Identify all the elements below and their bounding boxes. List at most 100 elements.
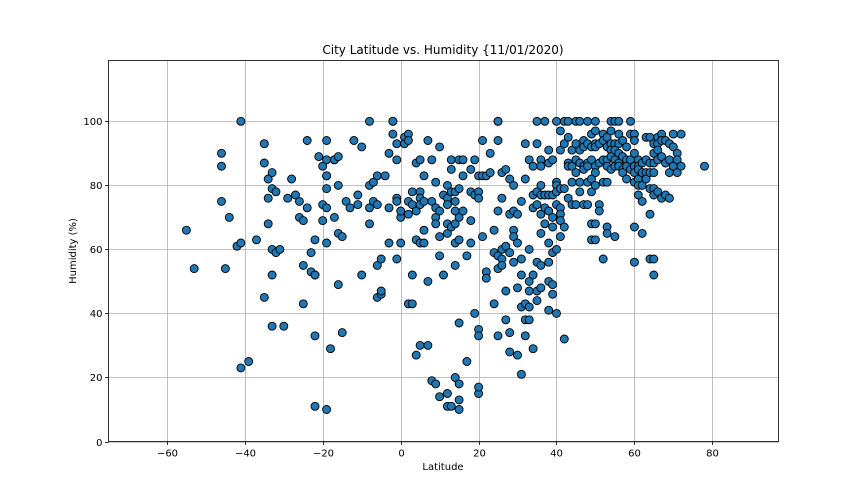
data-point bbox=[668, 142, 678, 152]
data-point bbox=[376, 254, 386, 264]
data-point bbox=[423, 276, 433, 286]
data-point bbox=[513, 238, 522, 248]
x-tick-label: 0 bbox=[398, 449, 404, 460]
data-point bbox=[532, 200, 542, 210]
data-point bbox=[217, 161, 226, 171]
data-point bbox=[559, 222, 569, 232]
data-point bbox=[552, 308, 561, 318]
data-point bbox=[442, 180, 452, 190]
x-tick-label: −20 bbox=[313, 449, 334, 460]
data-point bbox=[575, 116, 585, 126]
data-point bbox=[629, 136, 639, 145]
data-point bbox=[365, 116, 374, 126]
data-point bbox=[528, 270, 538, 280]
data-point bbox=[454, 395, 464, 405]
data-point bbox=[641, 174, 651, 184]
data-point bbox=[501, 241, 511, 251]
data-point bbox=[259, 158, 269, 168]
data-point bbox=[583, 200, 593, 210]
data-point bbox=[302, 136, 312, 145]
data-point bbox=[419, 238, 429, 248]
data-point bbox=[298, 299, 308, 309]
y-tick-label: 0 bbox=[96, 438, 102, 449]
data-point bbox=[310, 401, 320, 411]
data-point bbox=[555, 232, 565, 242]
data-point bbox=[544, 145, 554, 155]
y-axis-label: Humidity (%) bbox=[68, 218, 79, 284]
data-point bbox=[493, 116, 503, 126]
data-point bbox=[326, 344, 335, 354]
data-point bbox=[419, 196, 429, 206]
data-point bbox=[376, 286, 386, 296]
data-point bbox=[571, 168, 581, 178]
data-point bbox=[544, 305, 554, 315]
data-point bbox=[606, 126, 616, 136]
data-point bbox=[587, 155, 596, 165]
data-point bbox=[637, 180, 647, 190]
data-point bbox=[485, 168, 495, 178]
data-point bbox=[419, 171, 429, 181]
data-point bbox=[462, 251, 472, 261]
data-point bbox=[563, 116, 573, 126]
data-point bbox=[310, 235, 320, 245]
data-point bbox=[333, 280, 343, 290]
data-point bbox=[478, 232, 487, 242]
data-point bbox=[649, 270, 659, 280]
data-point bbox=[263, 219, 273, 229]
data-point bbox=[318, 216, 328, 226]
x-tick-label: −60 bbox=[157, 449, 178, 460]
data-point bbox=[322, 238, 332, 248]
data-point bbox=[505, 328, 515, 338]
data-point bbox=[513, 283, 522, 293]
data-point bbox=[423, 340, 433, 350]
data-point bbox=[555, 216, 565, 226]
data-point bbox=[365, 219, 374, 229]
data-point bbox=[520, 139, 530, 149]
data-point bbox=[446, 155, 456, 165]
data-point bbox=[536, 228, 546, 238]
x-tick-label: 60 bbox=[628, 449, 641, 460]
data-point bbox=[536, 209, 546, 219]
data-point bbox=[481, 273, 491, 283]
y-tick-label: 20 bbox=[90, 373, 103, 384]
data-point bbox=[283, 193, 293, 203]
data-point bbox=[333, 152, 343, 162]
data-point bbox=[559, 184, 569, 194]
data-point bbox=[298, 216, 308, 226]
data-point bbox=[411, 350, 421, 360]
data-point bbox=[267, 168, 277, 178]
data-point bbox=[497, 193, 507, 203]
data-point bbox=[314, 152, 324, 162]
data-point bbox=[181, 225, 191, 235]
data-point bbox=[548, 155, 558, 165]
data-point bbox=[524, 286, 534, 296]
data-point bbox=[263, 193, 273, 203]
data-point bbox=[294, 196, 304, 206]
data-point bbox=[259, 139, 269, 149]
data-point bbox=[563, 132, 573, 142]
data-point bbox=[629, 148, 639, 158]
data-point bbox=[524, 276, 534, 286]
data-point bbox=[454, 405, 464, 414]
data-point bbox=[396, 206, 406, 216]
data-point bbox=[555, 126, 565, 136]
data-point bbox=[450, 260, 460, 270]
data-point bbox=[353, 190, 363, 200]
y-axis-ticks: 0 20 40 60 80 100 bbox=[83, 117, 109, 449]
data-point bbox=[407, 187, 417, 197]
data-point bbox=[700, 161, 709, 171]
data-point bbox=[563, 193, 573, 203]
data-point bbox=[384, 148, 394, 158]
data-point bbox=[629, 222, 639, 232]
data-point bbox=[431, 219, 441, 229]
data-point bbox=[474, 331, 484, 341]
data-point bbox=[275, 244, 285, 254]
data-point bbox=[357, 270, 367, 280]
data-point bbox=[649, 168, 659, 178]
data-point bbox=[524, 302, 534, 312]
data-point bbox=[435, 142, 445, 152]
data-point bbox=[372, 200, 382, 210]
data-point bbox=[516, 196, 526, 206]
data-point bbox=[403, 136, 413, 145]
